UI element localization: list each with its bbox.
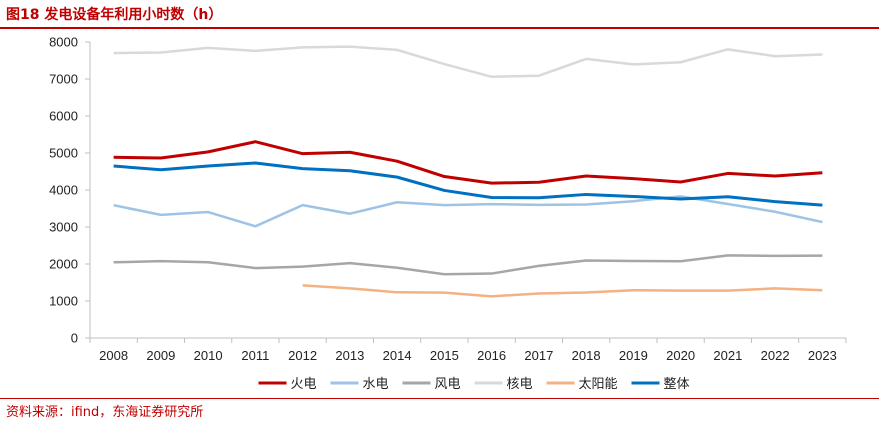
chart-series <box>113 45 823 298</box>
x-tick-label: 2009 <box>146 348 175 363</box>
legend-label-风电: 风电 <box>435 377 461 392</box>
legend-label-整体: 整体 <box>664 377 690 392</box>
y-tick-label: 5000 <box>49 146 78 161</box>
title-divider <box>0 27 879 29</box>
legend-label-核电: 核电 <box>507 377 533 392</box>
x-tick-label: 2018 <box>572 348 601 363</box>
chart-legend: 火电 水电 风电 核电 太阳能 整体 <box>258 377 690 392</box>
series-line-风电 <box>113 254 823 276</box>
y-tick-label: 4000 <box>49 183 78 198</box>
chart-axes: 0 1000 2000 3000 4000 5000 6000 7000 8000 2008 200… <box>49 35 847 363</box>
series-line-水电 <box>113 195 823 228</box>
x-tick-label: 2022 <box>761 348 790 363</box>
y-tick-label: 0 <box>71 331 78 346</box>
series-line-火电 <box>113 140 823 185</box>
x-tick-label: 2023 <box>808 348 837 363</box>
y-tick-label: 7000 <box>49 72 78 87</box>
x-tick-label: 2017 <box>524 348 553 363</box>
x-tick-label: 2014 <box>383 348 412 363</box>
x-tick-label: 2008 <box>99 348 128 363</box>
figure-title: 图18 发电设备年利用小时数（h） <box>6 7 223 23</box>
x-tick-label: 2016 <box>477 348 506 363</box>
y-tick-label: 1000 <box>49 294 78 309</box>
x-tick-label: 2019 <box>619 348 648 363</box>
x-tick-label: 2011 <box>241 348 269 363</box>
y-tick-label: 3000 <box>49 220 78 235</box>
x-tick-label: 2020 <box>666 348 695 363</box>
legend-label-太阳能: 太阳能 <box>579 377 618 392</box>
legend-label-水电: 水电 <box>363 377 389 392</box>
source-divider <box>0 398 879 399</box>
x-tick-label: 2021 <box>713 348 742 363</box>
y-tick-label: 8000 <box>49 35 78 50</box>
y-tick-label: 6000 <box>49 109 78 124</box>
x-tick-label: 2013 <box>335 348 364 363</box>
series-line-核电 <box>113 45 823 79</box>
y-tick-label: 2000 <box>49 257 78 272</box>
series-line-太阳能 <box>302 284 823 298</box>
legend-label-火电: 火电 <box>291 377 317 392</box>
series-line-整体 <box>113 161 823 207</box>
x-tick-label: 2012 <box>288 348 317 363</box>
x-tick-label: 2015 <box>430 348 459 363</box>
source-note: 资料来源：ifind，东海证券研究所 <box>6 405 204 420</box>
x-tick-label: 2010 <box>194 348 223 363</box>
